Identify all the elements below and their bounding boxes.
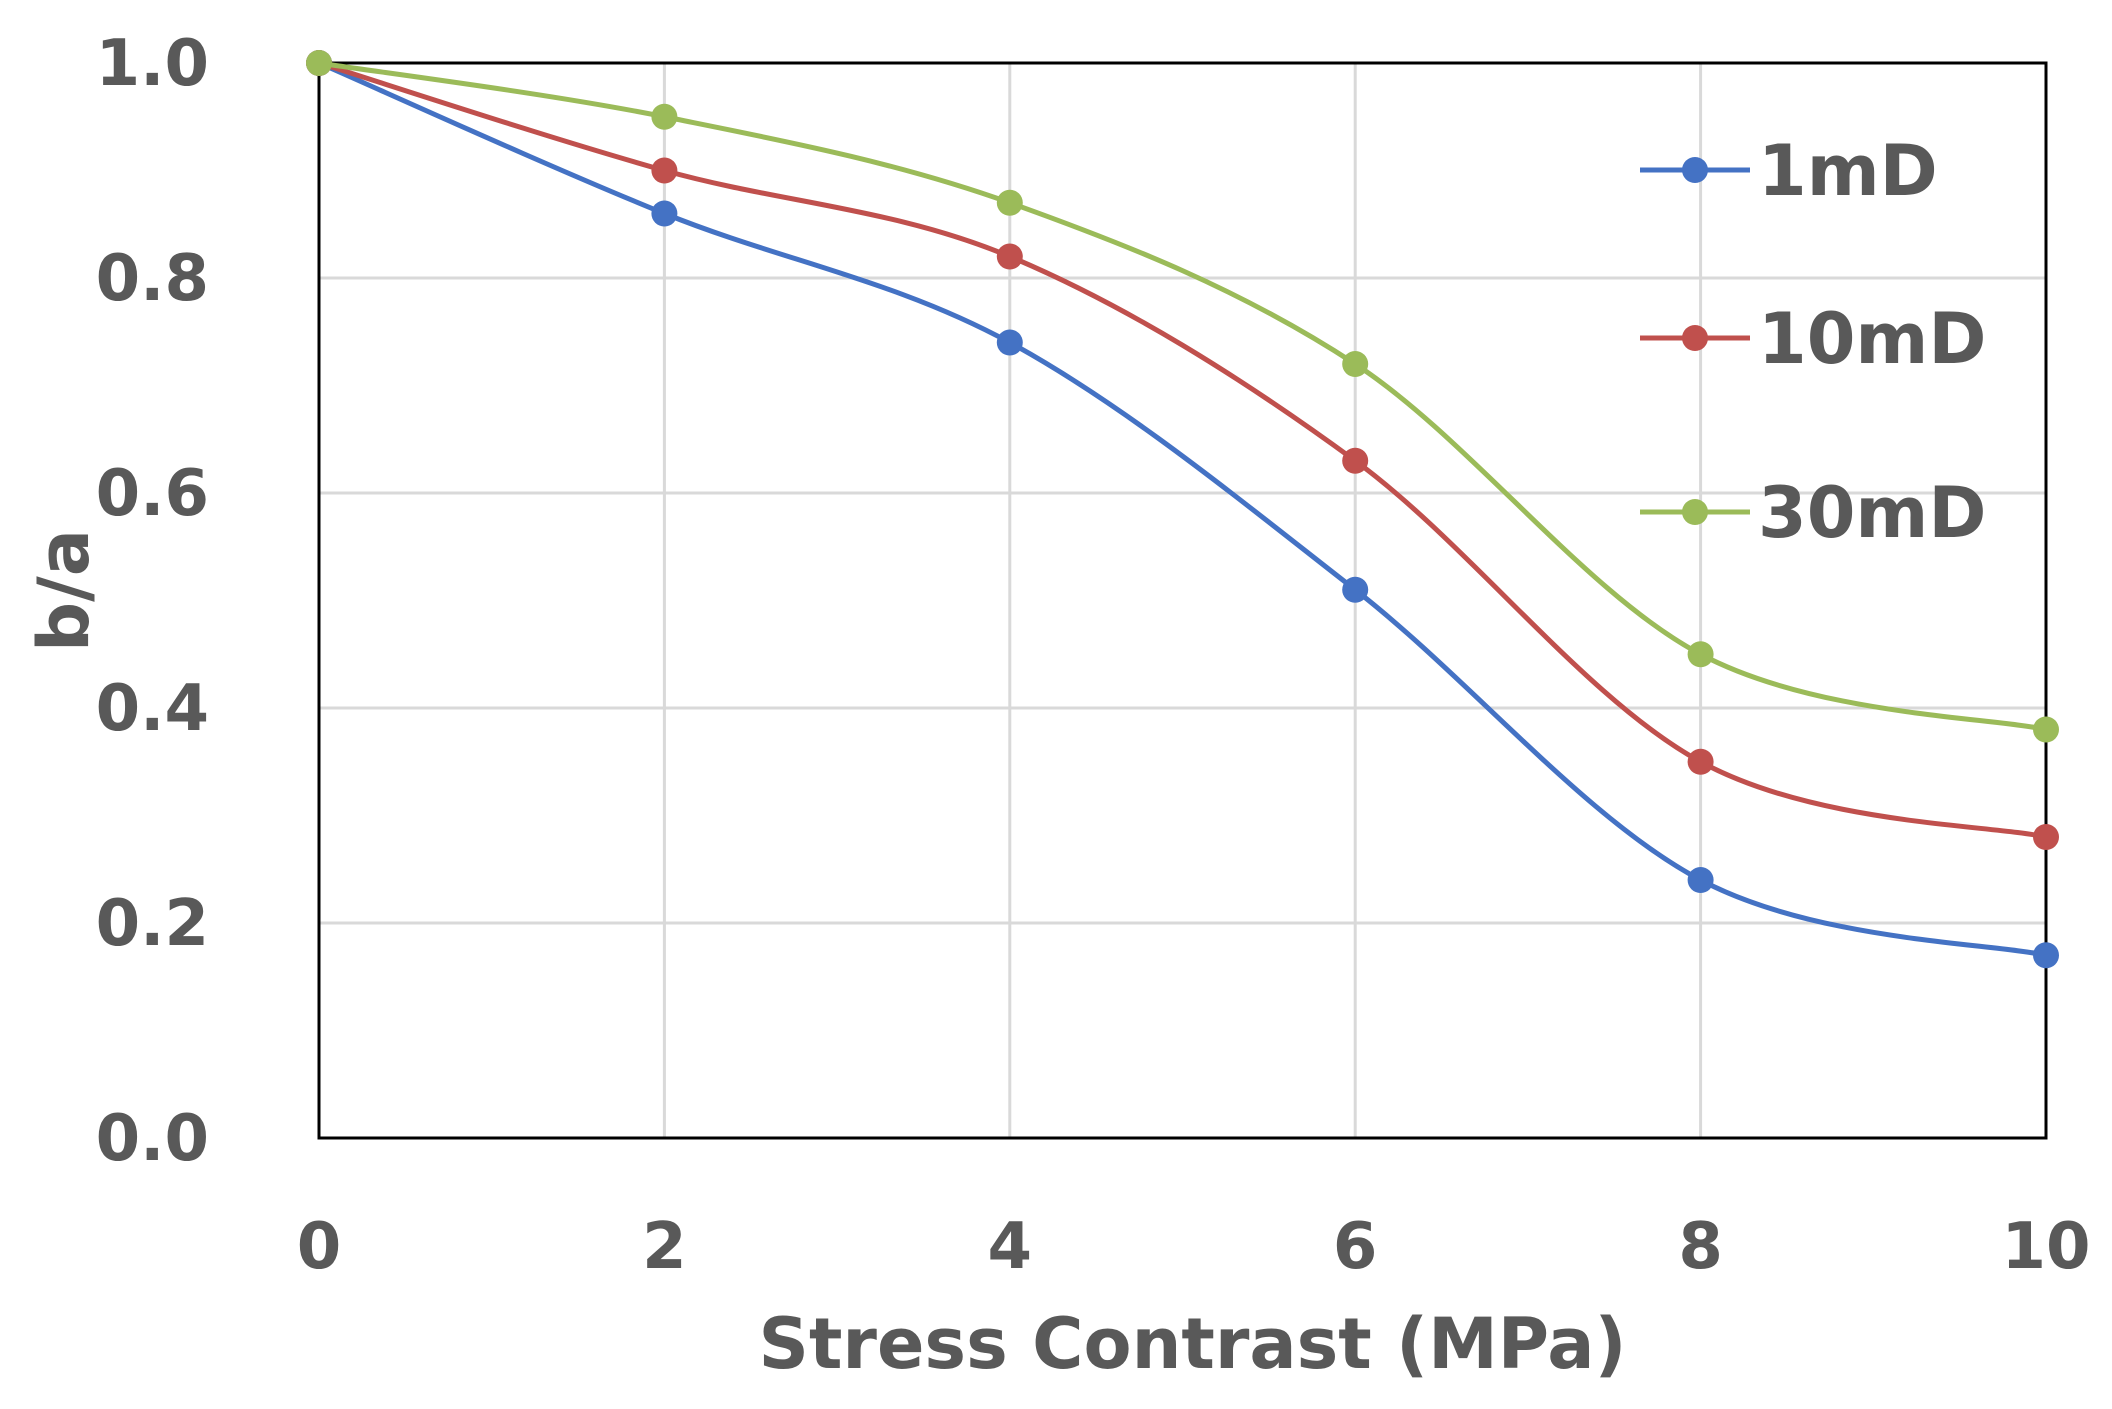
data-point-30mD (651, 103, 678, 130)
series-30mD (306, 50, 2059, 743)
x-tick-label: 0 (297, 1210, 342, 1284)
data-point-1mD (651, 200, 678, 227)
data-point-1mD (996, 329, 1023, 356)
legend-label: 30mD (1758, 472, 1986, 554)
y-tick-label: 0.2 (96, 887, 209, 961)
legend-item-30mD: 30mD (1640, 472, 1986, 554)
data-point-10mD (651, 157, 678, 184)
data-point-30mD (996, 189, 1023, 216)
x-axis-ticks: 0 2 4 6 8 10 (297, 1210, 2091, 1284)
y-axis-title: b/a (23, 529, 105, 652)
data-point-10mD (1687, 748, 1714, 775)
y-axis-ticks: 0.0 0.2 0.4 0.6 0.8 1.0 (96, 27, 209, 1176)
x-tick-label: 10 (2001, 1210, 2090, 1284)
series-line-1mD (318, 60, 2047, 958)
x-tick-label: 8 (1678, 1210, 1723, 1284)
y-tick-label: 0.8 (96, 242, 209, 316)
data-point-1mD (1687, 867, 1714, 893)
legend-label: 10mD (1758, 298, 1986, 380)
data-point-30mD (306, 50, 332, 76)
data-point-1mD (1342, 576, 1369, 603)
legend-label: 1mD (1758, 130, 1938, 212)
data-point-10mD (2033, 824, 2059, 850)
plot-area-border (317, 61, 2048, 1140)
series-line-10mD (318, 60, 2047, 840)
legend: 1mD 10mD 30mD (1640, 130, 1986, 554)
x-tick-label: 6 (1333, 1210, 1378, 1284)
legend-marker (1682, 157, 1708, 183)
legend-marker (1682, 325, 1708, 351)
x-tick-label: 4 (988, 1210, 1033, 1284)
y-tick-label: 0.0 (96, 1102, 209, 1176)
data-point-30mD (2033, 716, 2059, 743)
series-layer (306, 50, 2059, 969)
data-point-10mD (996, 243, 1023, 270)
legend-item-1mD: 1mD (1640, 130, 1938, 212)
x-axis-title: Stress Contrast (MPa) (759, 1303, 1627, 1385)
legend-item-10mD: 10mD (1640, 298, 1986, 380)
data-point-1mD (2033, 942, 2059, 969)
series-line-30mD (318, 60, 2047, 732)
data-point-10mD (1342, 447, 1369, 474)
data-point-30mD (1342, 351, 1369, 377)
gridlines (317, 61, 2048, 1140)
y-tick-label: 0.4 (96, 672, 209, 746)
legend-marker (1682, 499, 1708, 525)
x-tick-label: 2 (642, 1210, 687, 1284)
y-tick-label: 0.6 (96, 457, 209, 531)
y-tick-label: 1.0 (96, 27, 209, 101)
data-point-30mD (1687, 641, 1714, 668)
